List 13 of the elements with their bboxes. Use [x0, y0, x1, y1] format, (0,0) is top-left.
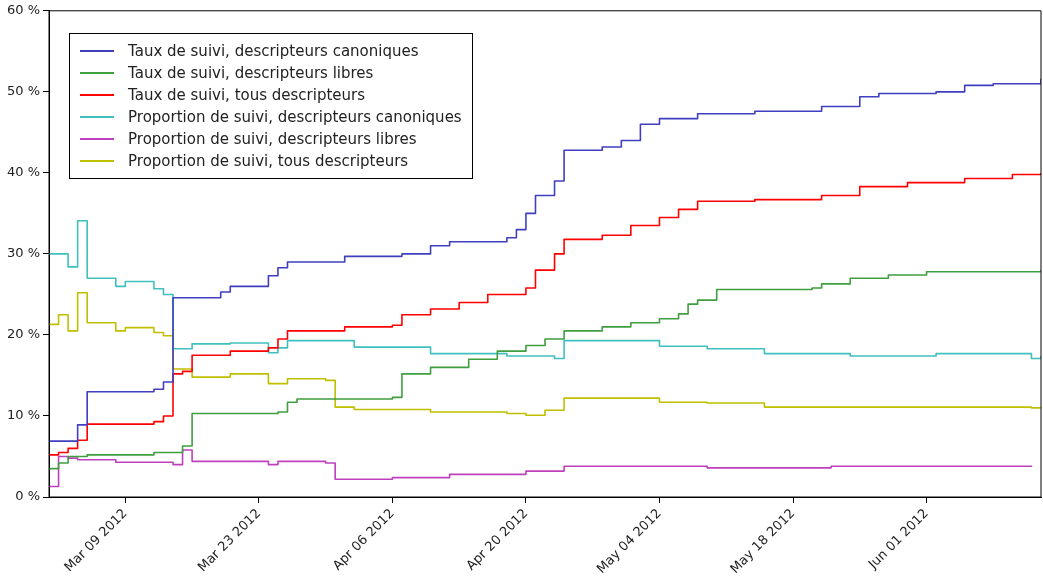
legend-label: Proportion de suivi, descripteurs canoniques	[128, 107, 462, 126]
y-tick-label: 40 %	[7, 164, 41, 180]
legend-label: Proportion de suivi, descripteurs libres	[128, 129, 417, 148]
y-tick-label: 10 %	[7, 407, 41, 423]
legend-label: Taux de suivi, tous descripteurs	[128, 85, 366, 104]
legend-label: Taux de suivi, descripteurs canoniques	[128, 41, 419, 60]
y-tick-label: 0 %	[15, 488, 41, 504]
y-tick-label: 30 %	[7, 245, 41, 261]
y-tick-label: 20 %	[7, 326, 41, 342]
y-tick-label: 60 %	[7, 2, 41, 18]
legend-label: Proportion de suivi, tous descripteurs	[128, 151, 409, 170]
legend-label: Taux de suivi, descripteurs libres	[128, 63, 374, 82]
y-tick-label: 50 %	[7, 83, 41, 99]
